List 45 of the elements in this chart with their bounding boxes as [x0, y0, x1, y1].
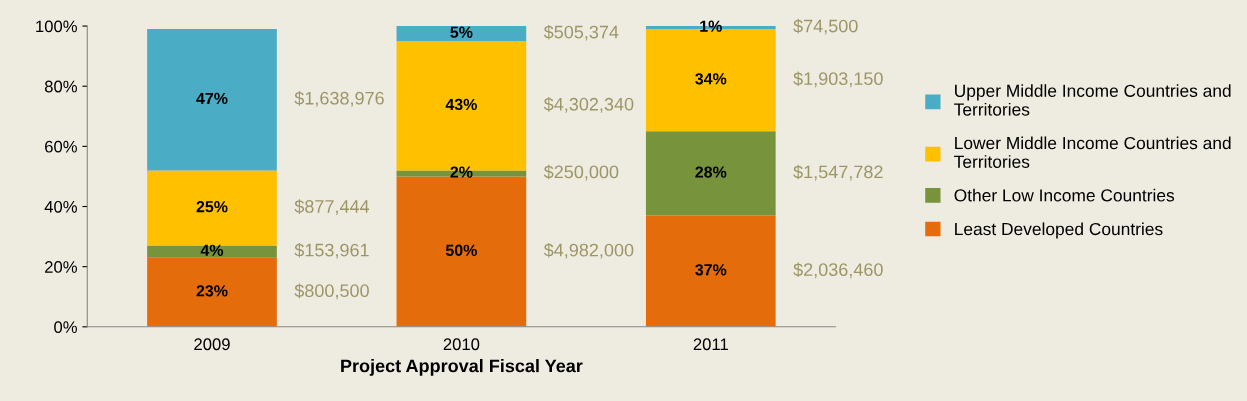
legend-label: Least Developed Countries	[955, 222, 1163, 239]
data-label: 1%	[700, 20, 722, 32]
x-axis-title: Project Approval Fiscal Year	[341, 359, 583, 376]
data-label: 47%	[196, 92, 228, 104]
x-tick-label: 2010	[443, 338, 480, 351]
y-tick-label: 40%	[44, 200, 77, 213]
annotation: $2,036,460	[793, 262, 883, 279]
bar	[396, 26, 527, 42]
x-tick-label: 2009	[194, 338, 230, 351]
y-tick-label: 20%	[45, 261, 77, 273]
annotation: $1,638,976	[294, 91, 384, 107]
data-label: 5%	[450, 26, 473, 38]
x-tick-label: 2011	[693, 338, 728, 351]
bar	[147, 245, 277, 258]
annotation: $1,547,782	[793, 164, 883, 181]
legend-label: Upper Middle Income Countries and Territories	[954, 84, 1231, 116]
annotation: $250,000	[543, 164, 619, 181]
y-tick-label: 0%	[54, 321, 77, 334]
data-label: 23%	[196, 285, 228, 297]
data-label: 37%	[695, 264, 727, 276]
y-tick-label: 100%	[36, 20, 77, 33]
y-tick-label: 80%	[44, 80, 77, 93]
bar	[645, 131, 776, 216]
annotation: $1,903,150	[793, 71, 883, 88]
data-label: 4%	[200, 244, 224, 256]
bar	[147, 257, 277, 327]
bar	[645, 215, 776, 327]
y-tick-label: 60%	[45, 140, 77, 153]
annotation: $800,500	[294, 283, 369, 300]
annotation: $877,444	[294, 199, 370, 215]
data-label: 34%	[695, 73, 727, 85]
bar	[147, 170, 277, 246]
annotation: $505,374	[543, 24, 619, 41]
annotation: $74,500	[793, 18, 858, 35]
legend-label: Other Low Income Countries	[954, 188, 1175, 202]
annotation: $4,982,000	[543, 242, 634, 259]
data-label: 50%	[445, 244, 477, 256]
legend-label: Lower Middle Income Countries and Territories	[954, 136, 1231, 168]
bar	[147, 29, 277, 171]
data-label: 28%	[695, 166, 727, 178]
data-label: 25%	[196, 201, 228, 213]
annotation: $4,302,340	[543, 97, 634, 113]
data-label: 43%	[445, 98, 477, 111]
annotation: $153,961	[294, 242, 369, 259]
bar	[396, 176, 527, 327]
